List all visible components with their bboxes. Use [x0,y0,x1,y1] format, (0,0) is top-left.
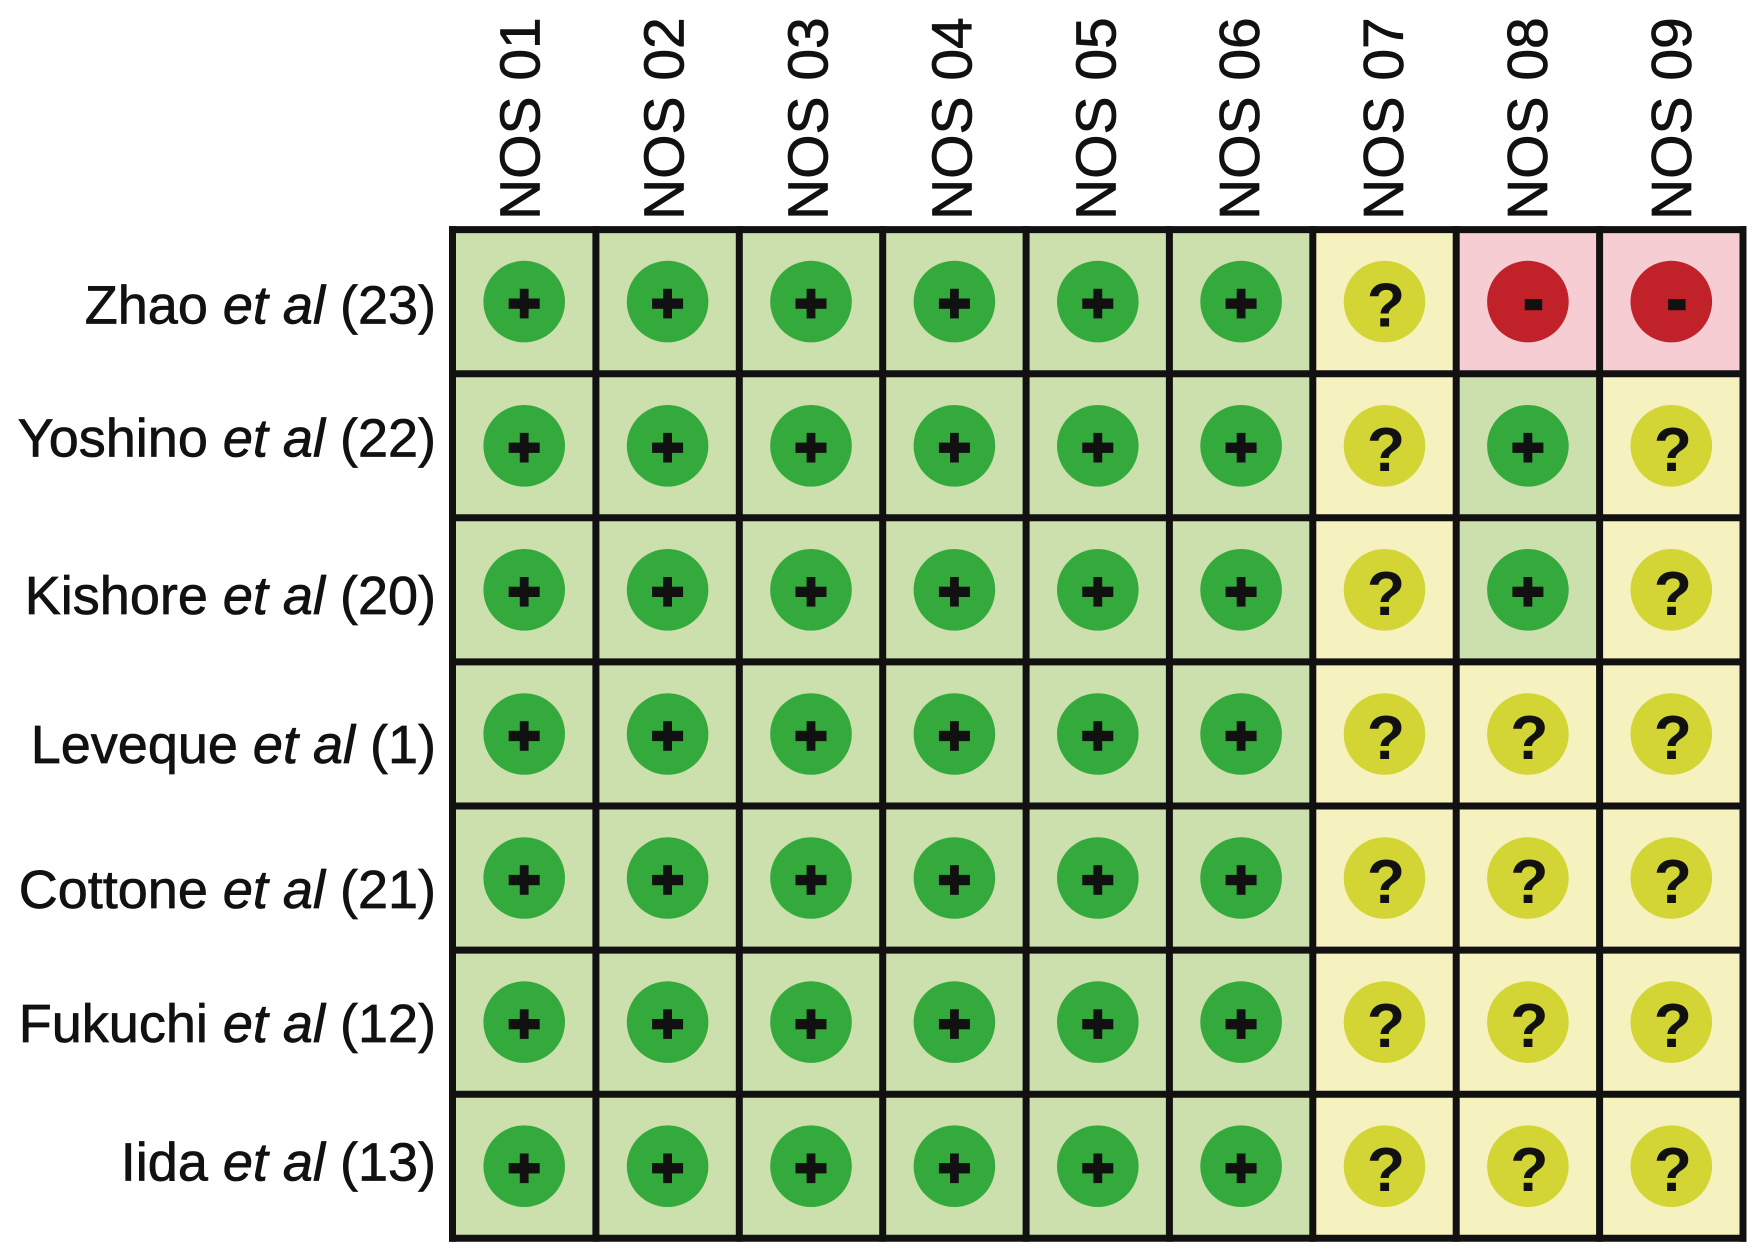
svg-text:?: ? [1367,415,1405,485]
svg-text:?: ? [1510,847,1548,917]
svg-text:?: ? [1367,847,1405,917]
svg-text:NOS 05: NOS 05 [1064,17,1128,220]
svg-text:?: ? [1654,991,1692,1061]
svg-text:?: ? [1367,271,1405,341]
svg-text:?: ? [1510,1135,1548,1205]
svg-text:?: ? [1510,703,1548,773]
svg-text:?: ? [1654,703,1692,773]
svg-text:NOS 07: NOS 07 [1352,17,1416,220]
svg-text:Kishore et al (20): Kishore et al (20) [25,566,436,626]
svg-text:?: ? [1367,559,1405,629]
svg-text:?: ? [1367,1135,1405,1205]
svg-text:?: ? [1654,1135,1692,1205]
svg-text:NOS 01: NOS 01 [488,17,552,220]
svg-text:?: ? [1510,991,1548,1061]
svg-text:NOS 09: NOS 09 [1640,17,1704,220]
svg-text:Yoshino et al (22): Yoshino et al (22) [18,409,436,469]
svg-text:Leveque et al (1): Leveque et al (1) [31,715,436,775]
svg-text:?: ? [1654,415,1692,485]
svg-text:Fukuchi et al (12): Fukuchi et al (12) [19,994,436,1054]
svg-text:NOS 04: NOS 04 [920,17,984,220]
svg-text:Iida et al (13): Iida et al (13) [121,1133,436,1193]
svg-text:NOS 08: NOS 08 [1496,17,1560,220]
svg-text:?: ? [1367,991,1405,1061]
svg-text:?: ? [1654,559,1692,629]
svg-text:Cottone et al (21): Cottone et al (21) [19,860,436,920]
svg-text:Zhao et al (23): Zhao et al (23) [85,276,436,336]
svg-text:NOS 06: NOS 06 [1208,17,1272,220]
svg-text:?: ? [1367,703,1405,773]
svg-text:NOS 03: NOS 03 [776,17,840,220]
svg-text:NOS 02: NOS 02 [632,17,696,220]
svg-text:?: ? [1654,847,1692,917]
